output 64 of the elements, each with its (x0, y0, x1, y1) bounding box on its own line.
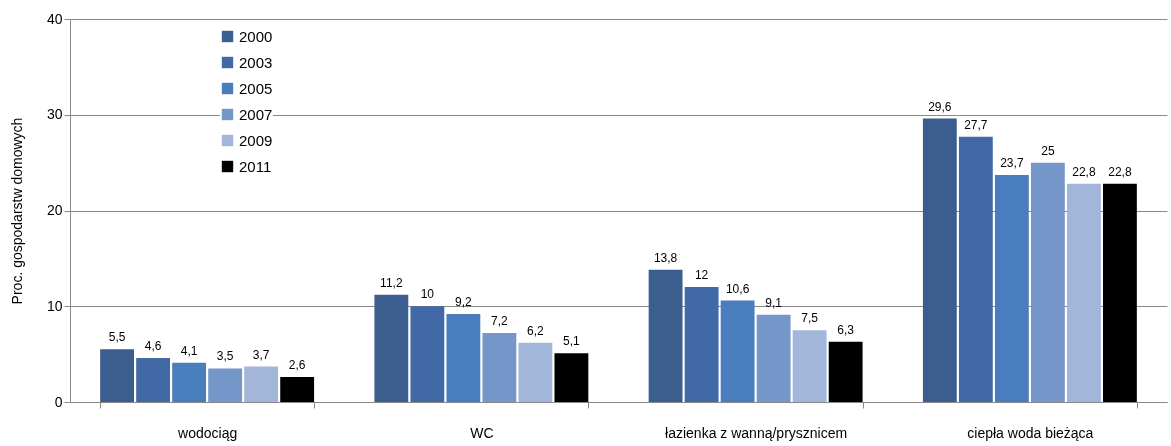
x-tick-label: WC (470, 424, 494, 441)
bar (792, 330, 827, 402)
bar (172, 362, 207, 402)
bar (994, 175, 1029, 402)
data-label: 22,8 (1072, 164, 1096, 179)
data-label: 10,6 (725, 281, 750, 296)
bar (374, 294, 409, 402)
legend-label: 2005 (239, 79, 273, 97)
bar (482, 333, 517, 402)
data-label: 9,2 (455, 294, 473, 309)
legend-label: 2009 (239, 131, 273, 149)
bar (922, 118, 957, 402)
bar (1066, 183, 1101, 402)
data-label: 4,6 (144, 338, 162, 353)
bar (720, 300, 755, 402)
data-label: 7,2 (491, 314, 509, 329)
bar (136, 357, 171, 402)
legend-label: 2007 (239, 105, 273, 123)
data-label: 27,7 (964, 117, 988, 132)
data-label: 22,8 (1108, 164, 1132, 179)
data-label: 6,3 (837, 322, 855, 337)
legend-label: 2003 (239, 53, 273, 71)
data-label: 4,1 (180, 343, 198, 358)
legend-label: 2000 (239, 27, 273, 45)
data-label: 13,8 (653, 250, 678, 265)
y-tick-label: 20 (46, 202, 63, 218)
y-axis-title: Proc. gospodarstw domowych (8, 117, 25, 305)
data-label: 23,7 (1000, 156, 1024, 171)
x-tick-label: wodociąg (177, 424, 238, 441)
bar (684, 287, 719, 402)
data-label: 11,2 (380, 275, 403, 290)
bar (554, 353, 589, 402)
x-tick-label: ciepła woda bieżąca (967, 424, 1094, 441)
legend-label: 2011 (239, 157, 272, 175)
data-label: 5,5 (108, 330, 126, 345)
bar (648, 269, 683, 402)
data-label: 29,6 (928, 99, 952, 114)
data-label: 10 (420, 287, 435, 302)
x-tick-label: łazienka z wanną/prysznicem (665, 424, 848, 441)
data-label: 2,6 (288, 358, 306, 373)
bar (958, 136, 993, 402)
data-label: 25 (1041, 143, 1055, 158)
bar (280, 377, 315, 402)
data-label: 3,7 (252, 347, 270, 362)
bar (100, 349, 135, 402)
bar (1102, 183, 1137, 402)
bar (828, 341, 863, 402)
bar (1030, 162, 1065, 402)
y-tick-label: 30 (46, 106, 63, 123)
data-label: 5,1 (563, 334, 581, 349)
bar (244, 366, 279, 402)
bar (446, 313, 481, 402)
bar (208, 368, 243, 402)
bar (756, 314, 791, 402)
y-tick-label: 0 (54, 393, 63, 410)
data-label: 3,5 (216, 349, 234, 364)
data-label: 12 (694, 268, 709, 283)
bar (518, 342, 553, 402)
bar (410, 306, 445, 402)
data-label: 9,1 (765, 295, 783, 310)
y-tick-label: 10 (46, 297, 63, 314)
y-tick-label: 40 (46, 10, 63, 27)
data-label: 7,5 (801, 311, 819, 326)
data-label: 6,2 (527, 323, 545, 338)
